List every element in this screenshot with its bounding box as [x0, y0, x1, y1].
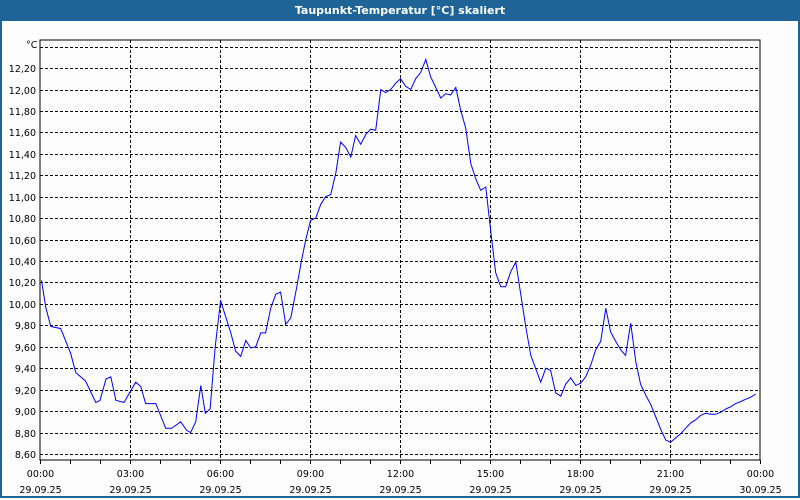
y-tick-label: 11,60 — [9, 128, 36, 139]
x-tick-date: 30.09.25 — [739, 485, 781, 496]
grid — [40, 40, 760, 460]
y-tick-label: 12,00 — [9, 86, 36, 97]
window-title: Taupunkt-Temperatur [°C] skaliert — [0, 0, 800, 21]
y-tick-label: 9,40 — [15, 364, 36, 375]
x-tick-date: 29.09.25 — [469, 485, 511, 496]
x-axis: 00:00 29.09.25 03:00 29.09.25 06:00 29.09.25 0… — [19, 460, 782, 496]
x-tick-time: 21:00 — [657, 469, 684, 480]
y-tick-label: 10,60 — [9, 236, 36, 247]
x-tick-date: 29.09.25 — [559, 485, 601, 496]
plot-frame — [39, 39, 761, 461]
y-tick-label: 8,60 — [15, 450, 36, 461]
y-tick-label: 9,80 — [15, 321, 36, 332]
y-tick-label: 9,20 — [15, 386, 36, 397]
y-tick-label: 10,20 — [9, 278, 36, 289]
y-tick-label: 10,80 — [9, 214, 36, 225]
series-line-dew-point — [41, 57, 757, 443]
x-tick-date: 29.09.25 — [19, 485, 61, 496]
y-tick-label: 8,80 — [15, 429, 36, 440]
y-tick-label: 11,00 — [9, 193, 36, 204]
y-tick-label: 9,60 — [15, 343, 36, 354]
x-tick-time: 12:00 — [387, 469, 414, 480]
x-tick-date: 29.09.25 — [199, 485, 241, 496]
x-tick-time: 03:00 — [117, 469, 144, 480]
y-tick-label: 11,80 — [9, 107, 36, 118]
x-tick-time: 00:00 — [27, 469, 54, 480]
x-tick-date: 29.09.25 — [289, 485, 331, 496]
x-tick-time: 06:00 — [207, 469, 234, 480]
y-axis: 8,60 8,80 9,00 9,20 9,40 9,60 9,80 10,00 10,20 10… — [9, 64, 36, 461]
y-tick-label: 11,20 — [9, 171, 36, 182]
y-tick-label: 10,40 — [9, 257, 36, 268]
y-tick-label: 11,40 — [9, 150, 36, 161]
x-tick-time: 18:00 — [567, 469, 594, 480]
y-tick-label: 12,20 — [9, 64, 36, 75]
x-tick-date: 29.09.25 — [379, 485, 421, 496]
x-tick-time: 00:00 — [747, 469, 774, 480]
x-tick-time: 09:00 — [297, 469, 324, 480]
y-tick-label: 10,00 — [9, 300, 36, 311]
x-tick-date: 29.09.25 — [649, 485, 691, 496]
y-tick-label: 9,00 — [15, 407, 36, 418]
x-tick-date: 29.09.25 — [109, 485, 151, 496]
x-tick-time: 15:00 — [477, 469, 504, 480]
y-axis-unit-label: °C — [26, 40, 38, 51]
